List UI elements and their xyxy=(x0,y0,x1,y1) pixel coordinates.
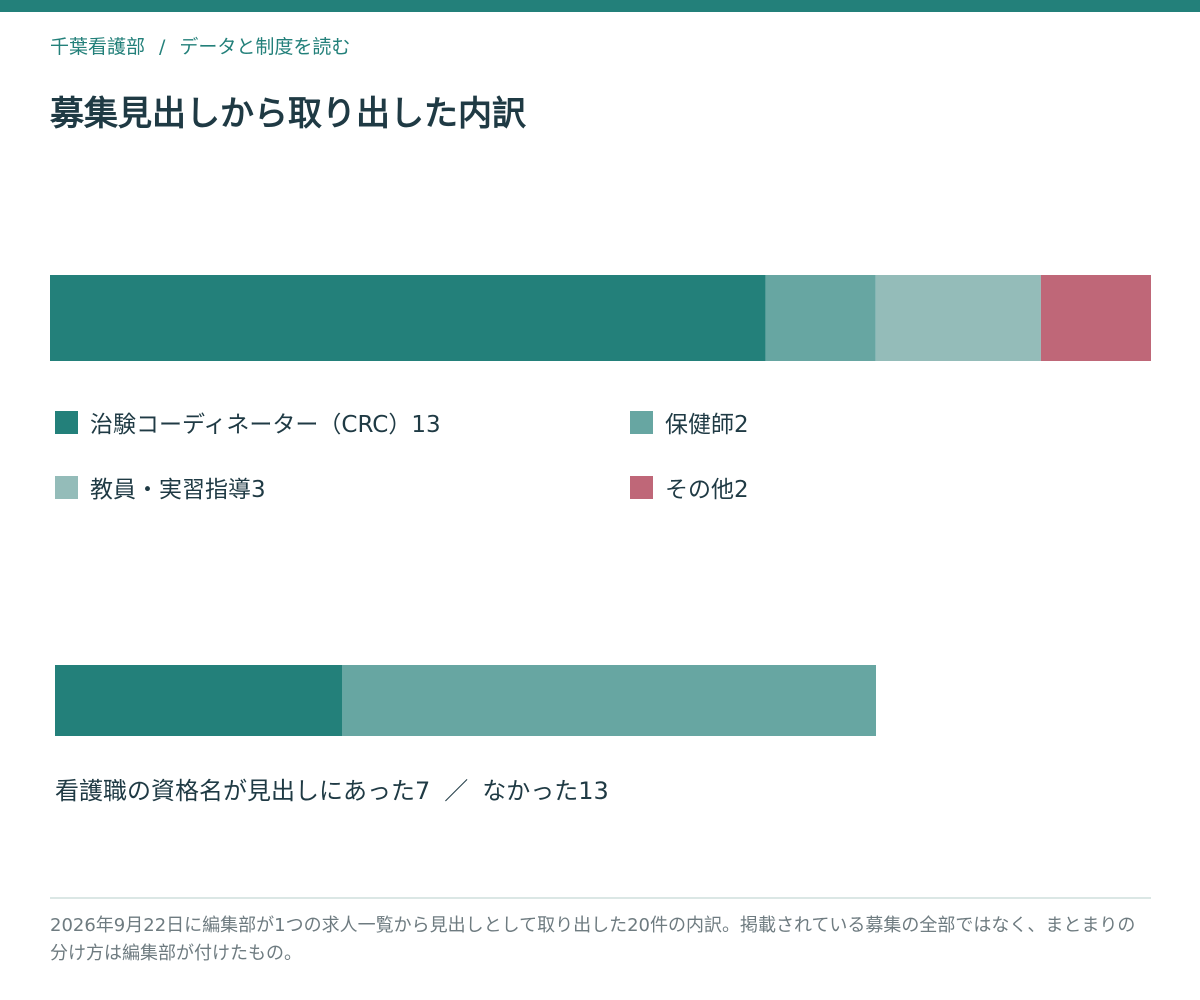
bar-segment-teaching xyxy=(875,275,1041,361)
caption-slash: ／ xyxy=(444,777,469,805)
breadcrumb-site[interactable]: 千葉看護部 xyxy=(50,36,146,58)
legend-label-teaching: 教員・実習指導3 xyxy=(90,477,266,503)
breadcrumb-separator: / xyxy=(159,36,166,58)
qualification-caption: 看護職の資格名が見出しにあった7 ／ なかった13 xyxy=(55,771,609,806)
qualification-stacked-bar xyxy=(55,665,876,736)
legend-item-crc: 治験コーディネーター（CRC）13 xyxy=(55,404,441,440)
bar-segment-crc xyxy=(50,275,766,361)
bar-segment-other xyxy=(1040,275,1151,361)
caption-had-qualification: 看護職の資格名が見出しにあった7 xyxy=(55,777,431,805)
footnote: 2026年9月22日に編集部が1つの求人一覧から見出しとして取り出した20件の内… xyxy=(50,915,1136,964)
footer-divider xyxy=(50,897,1151,899)
breadcrumb: 千葉看護部 / データと制度を読む xyxy=(50,32,350,59)
breakdown-legend: 治験コーディネーター（CRC）13 保健師2 教員・実習指導3 その他2 xyxy=(55,390,1155,530)
legend-swatch-teaching xyxy=(55,475,78,499)
legend-label-public-health-nurse: 保健師2 xyxy=(665,412,749,438)
legend-swatch-other xyxy=(630,475,653,499)
caption-no-qualification: なかった13 xyxy=(482,777,609,805)
legend-label-crc: 治験コーディネーター（CRC）13 xyxy=(90,412,441,438)
bar-segment-no-qualification xyxy=(342,665,876,736)
breadcrumb-section[interactable]: データと制度を読む xyxy=(179,36,351,58)
breakdown-stacked-bar xyxy=(50,275,1151,361)
legend-swatch-public-health-nurse xyxy=(630,410,653,434)
legend-swatch-crc xyxy=(55,410,78,434)
bar-segment-public-health-nurse xyxy=(765,275,876,361)
legend-item-other: その他2 xyxy=(630,469,749,505)
legend-label-other: その他2 xyxy=(665,477,749,503)
top-accent-strip xyxy=(0,0,1200,12)
legend-item-public-health-nurse: 保健師2 xyxy=(630,404,749,440)
bar-segment-had-qualification xyxy=(55,665,343,736)
page-title: 募集見出しから取り出した内訳 xyxy=(50,94,526,134)
legend-item-teaching: 教員・実習指導3 xyxy=(55,469,266,505)
